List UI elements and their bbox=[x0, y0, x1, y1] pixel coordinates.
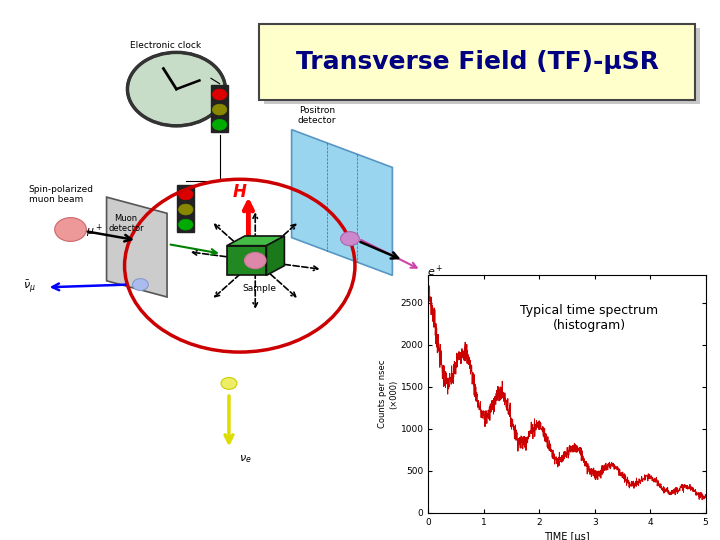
Text: $\mu^+$: $\mu^+$ bbox=[86, 223, 103, 240]
Circle shape bbox=[132, 279, 148, 291]
Polygon shape bbox=[227, 246, 266, 275]
Circle shape bbox=[179, 189, 193, 200]
Circle shape bbox=[55, 218, 86, 241]
Polygon shape bbox=[107, 197, 167, 297]
Text: Typical time spectrum
(histogram): Typical time spectrum (histogram) bbox=[520, 304, 658, 332]
Text: Spin-polarized
muon beam: Spin-polarized muon beam bbox=[29, 185, 94, 205]
Bar bbox=[177, 185, 194, 232]
Circle shape bbox=[341, 232, 359, 246]
Y-axis label: Counts per nsec
(×000): Counts per nsec (×000) bbox=[379, 360, 397, 428]
Circle shape bbox=[245, 252, 266, 269]
Text: Muon
detector: Muon detector bbox=[108, 214, 144, 233]
FancyBboxPatch shape bbox=[259, 24, 695, 100]
Text: Transverse Field (TF)-μSR: Transverse Field (TF)-μSR bbox=[295, 50, 659, 74]
Bar bbox=[211, 85, 228, 132]
X-axis label: TIME [μs]: TIME [μs] bbox=[544, 532, 590, 540]
Polygon shape bbox=[292, 130, 392, 275]
Circle shape bbox=[127, 52, 225, 126]
Circle shape bbox=[212, 104, 227, 115]
Text: H: H bbox=[233, 183, 246, 201]
Circle shape bbox=[179, 204, 193, 215]
Circle shape bbox=[212, 119, 227, 130]
Text: Positron
detector: Positron detector bbox=[297, 106, 336, 125]
Polygon shape bbox=[227, 236, 284, 246]
Text: Electronic clock: Electronic clock bbox=[130, 41, 201, 50]
Circle shape bbox=[179, 219, 193, 230]
Text: $\bar{\nu}_\mu$: $\bar{\nu}_\mu$ bbox=[23, 278, 36, 294]
Circle shape bbox=[221, 377, 237, 389]
Text: Sample: Sample bbox=[243, 284, 276, 293]
Circle shape bbox=[212, 89, 227, 100]
Polygon shape bbox=[266, 236, 284, 275]
Text: $\nu_e$: $\nu_e$ bbox=[239, 454, 252, 465]
FancyBboxPatch shape bbox=[264, 28, 700, 104]
Text: $e^+$: $e^+$ bbox=[427, 264, 444, 279]
